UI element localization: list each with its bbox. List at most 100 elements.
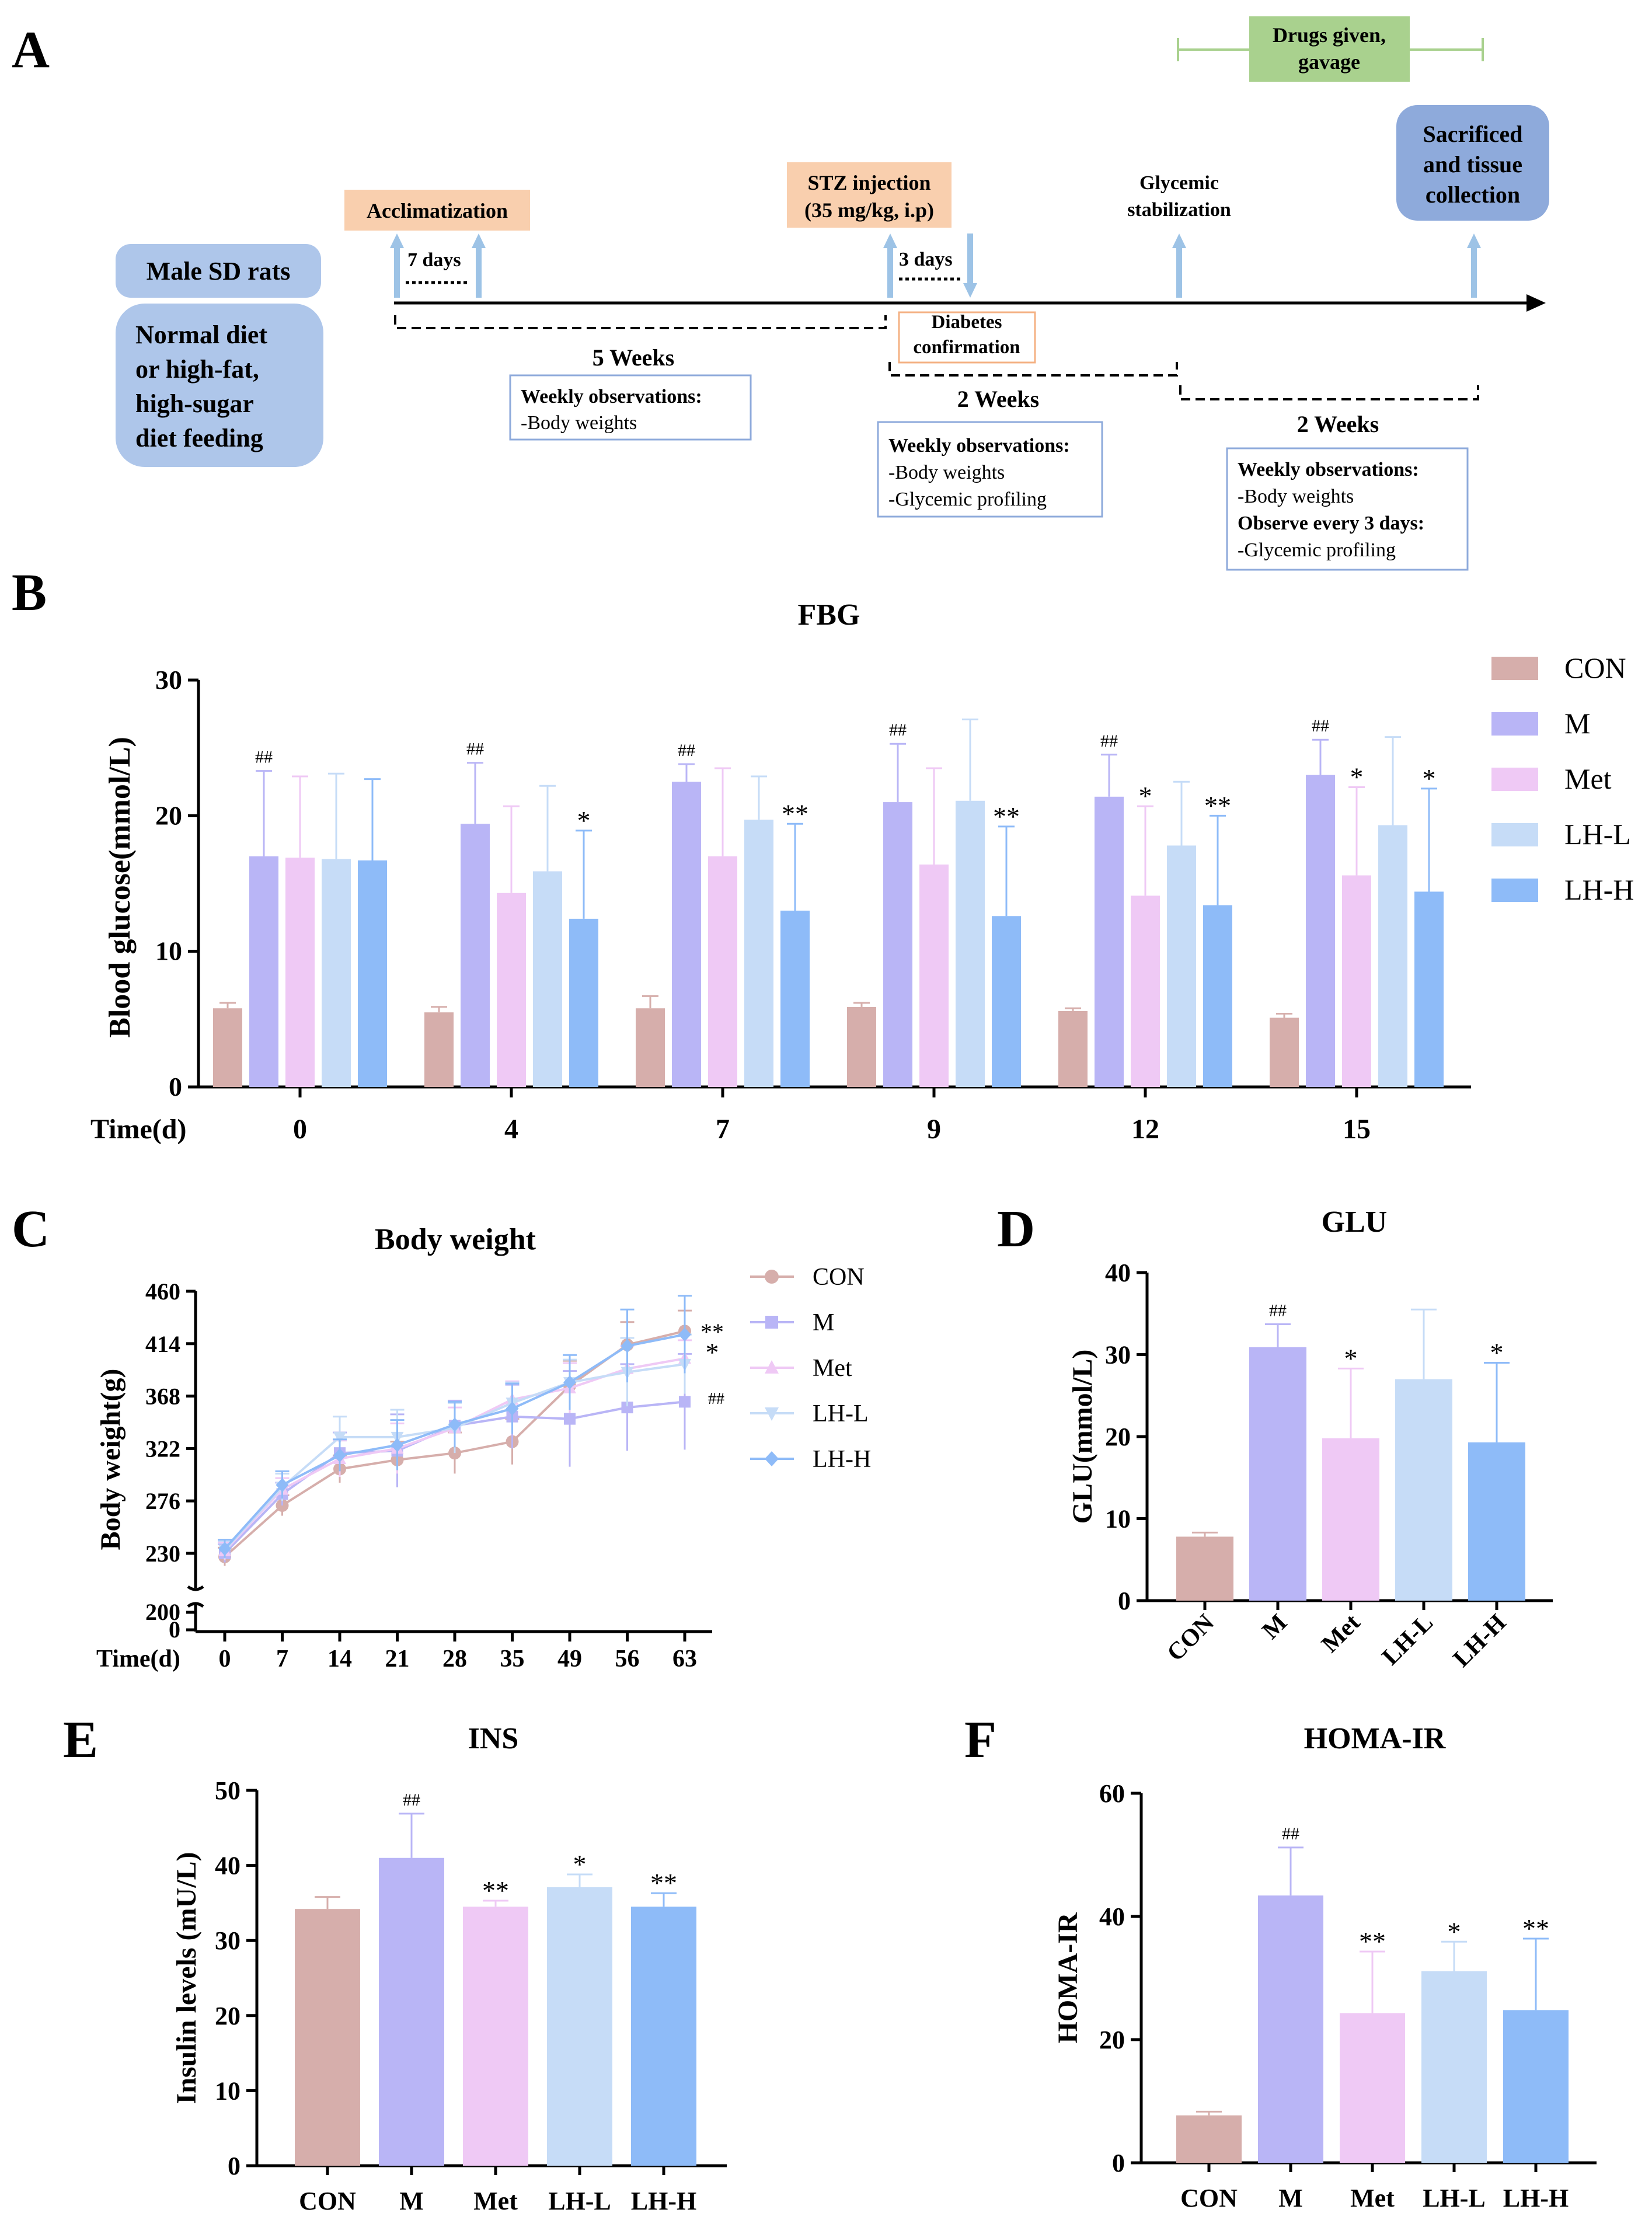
bw-x-tick-label: 21 [385, 1646, 410, 1672]
drugs-label-line2: gavage [1298, 50, 1360, 74]
weeks2a-label: 2 Weeks [957, 386, 1039, 412]
homa-x-tick-label: Met [1350, 2184, 1395, 2212]
homa-y-tick-label: 60 [1099, 1779, 1125, 1808]
sacrificed-line3: collection [1426, 182, 1520, 208]
bw-point-m-d49 [564, 1413, 576, 1425]
ins-y-tick-label: 50 [215, 1776, 241, 1805]
fbg-x-tick-label: 4 [504, 1114, 518, 1145]
fbg-legend-label-con: CON [1564, 651, 1626, 684]
bw-point-lh-h-d35 [506, 1402, 519, 1416]
bw-legend-marker-lh-h [765, 1451, 779, 1466]
bw-point-lh-l-d14 [333, 1431, 346, 1444]
days3-label: 3 days [899, 249, 953, 270]
note2-line3: -Glycemic profiling [888, 489, 1047, 510]
ins-bar-met [463, 1907, 528, 2166]
days7-label: 7 days [407, 249, 461, 271]
glycemic-line2: stabilization [1127, 199, 1231, 221]
homa-x-tick-label: CON [1180, 2184, 1238, 2212]
bw-legend-marker-con [765, 1270, 779, 1284]
bw-legend-label-lh-h: LH-H [813, 1446, 871, 1473]
fbg-bar-met-d4 [497, 893, 526, 1087]
fbg-bar-lh-l-d4 [533, 871, 562, 1087]
glu-bar-con [1176, 1536, 1233, 1601]
fbg-legend-swatch-lh-l [1491, 823, 1538, 846]
fbg-bar-met-d15 [1342, 875, 1371, 1087]
ins-x-tick-label: Met [473, 2187, 518, 2215]
ins-y-tick-label: 40 [215, 1852, 241, 1880]
chart-glu: GLU 0 10 20 30 40 GLU(mmol/L) CON ## M * Met LH-L * LH… [1067, 1205, 1553, 1672]
glu-bar-met-sig: * [1344, 1343, 1358, 1373]
bw-legend-label-m: M [813, 1309, 834, 1336]
fbg-bar-con-d12 [1058, 1010, 1088, 1087]
homa-x-tick-label: LH-L [1423, 2184, 1486, 2212]
fbg-bar-m-d9-sig: ## [889, 720, 907, 740]
timeline-up-arrows [390, 233, 1481, 298]
fbg-bar-lh-h-d12 [1203, 905, 1232, 1087]
glu-bar-lh-l [1395, 1379, 1452, 1601]
fbg-bar-lh-h-d12-sig: ** [1204, 790, 1231, 820]
fbg-bar-lh-h-d15-sig: * [1423, 764, 1436, 793]
diabetes-box [898, 311, 1036, 364]
bw-point-lh-h-d21 [391, 1438, 404, 1452]
weeks2b-label: 2 Weeks [1297, 411, 1379, 437]
glu-x-tick-label: M [1257, 1609, 1293, 1645]
acclimatization-box [344, 190, 530, 231]
fbg-bar-m-d12 [1095, 796, 1124, 1087]
homa-bar-lh-l-sig: * [1448, 1916, 1461, 1946]
panel-label-a: A [12, 21, 50, 79]
timeline-arrowhead [1526, 294, 1546, 312]
note3-line2: -Body weights [1238, 486, 1354, 507]
diet-line4: diet feeding [135, 424, 263, 452]
note3-line3: Observe every 3 days: [1238, 513, 1424, 534]
fbg-bar-lh-h-d0 [358, 860, 387, 1087]
ins-x-tick-label: M [399, 2187, 424, 2215]
fbg-bar-con-d9 [847, 1006, 876, 1087]
bw-x-tick-label: 7 [276, 1646, 288, 1672]
fbg-legend-swatch-con [1491, 657, 1538, 680]
fbg-legend-label-met: Met [1564, 762, 1612, 795]
homa-bar-met-sig: ** [1359, 1926, 1386, 1956]
fbg-bar-lh-h-d7 [780, 910, 810, 1087]
fbg-x-tick-label: 7 [716, 1114, 730, 1145]
panel-label-b: B [12, 564, 47, 622]
bw-x-tick-label: 14 [327, 1646, 352, 1672]
fbg-bar-lh-l-d0 [322, 859, 351, 1087]
glu-bar-met [1322, 1438, 1379, 1601]
ins-x-tick-label: LH-L [548, 2187, 611, 2215]
bw-point-m-d63 [679, 1396, 691, 1408]
panel-label-c: C [12, 1200, 50, 1258]
note1-line2: -Body weights [521, 412, 637, 434]
fbg-x-tick-label: 12 [1131, 1114, 1159, 1145]
drugs-label-line1: Drugs given, [1273, 23, 1386, 47]
bw-x-tick-label: 56 [615, 1646, 640, 1672]
panel-label-e: E [63, 1711, 98, 1769]
homa-bar-con [1176, 2115, 1242, 2163]
bw-xlabel: Time(d) [96, 1646, 180, 1672]
bw-sig-m: ## [708, 1390, 724, 1408]
chart-ins: INS 0 10 20 30 40 50 Insulin levels (mU/L) CON ##… [171, 1722, 727, 2215]
glu-bar-m-sig: ## [1269, 1301, 1287, 1320]
chart-homa-ir: HOMA-IR 0 20 40 60 HOMA-IR CON ## M ** Met * LH-L ** L… [1052, 1722, 1597, 2212]
fbg-title: FBG [798, 598, 860, 632]
ins-x-tick-label: LH-H [631, 2187, 696, 2215]
rats-box [116, 244, 321, 298]
note3-line1: Weekly observations: [1238, 459, 1419, 480]
sacrificed-line1: Sacrificed [1423, 121, 1522, 147]
bw-x-tick-label: 49 [557, 1646, 582, 1672]
fbg-bar-con-d15 [1270, 1017, 1299, 1087]
homa-x-tick-label: M [1278, 2184, 1303, 2212]
bw-point-lh-h-d0 [218, 1542, 231, 1556]
glu-x-tick-label: LH-H [1448, 1609, 1511, 1672]
glu-y-tick-label: 10 [1105, 1505, 1131, 1534]
glu-y-tick-label: 40 [1105, 1259, 1131, 1287]
homa-bar-lh-l [1421, 1971, 1487, 2163]
ins-y-tick-label: 30 [215, 1926, 241, 1955]
bw-x-tick-label: 35 [500, 1646, 525, 1672]
stz-line2: (35 mg/kg, i.p) [804, 198, 934, 222]
note1-box [509, 374, 752, 441]
ins-bar-lh-h [631, 1907, 696, 2166]
note2-line1: Weekly observations: [888, 435, 1070, 456]
fbg-bar-con-d4 [424, 1012, 454, 1087]
homa-y-tick-label: 40 [1099, 1902, 1125, 1931]
